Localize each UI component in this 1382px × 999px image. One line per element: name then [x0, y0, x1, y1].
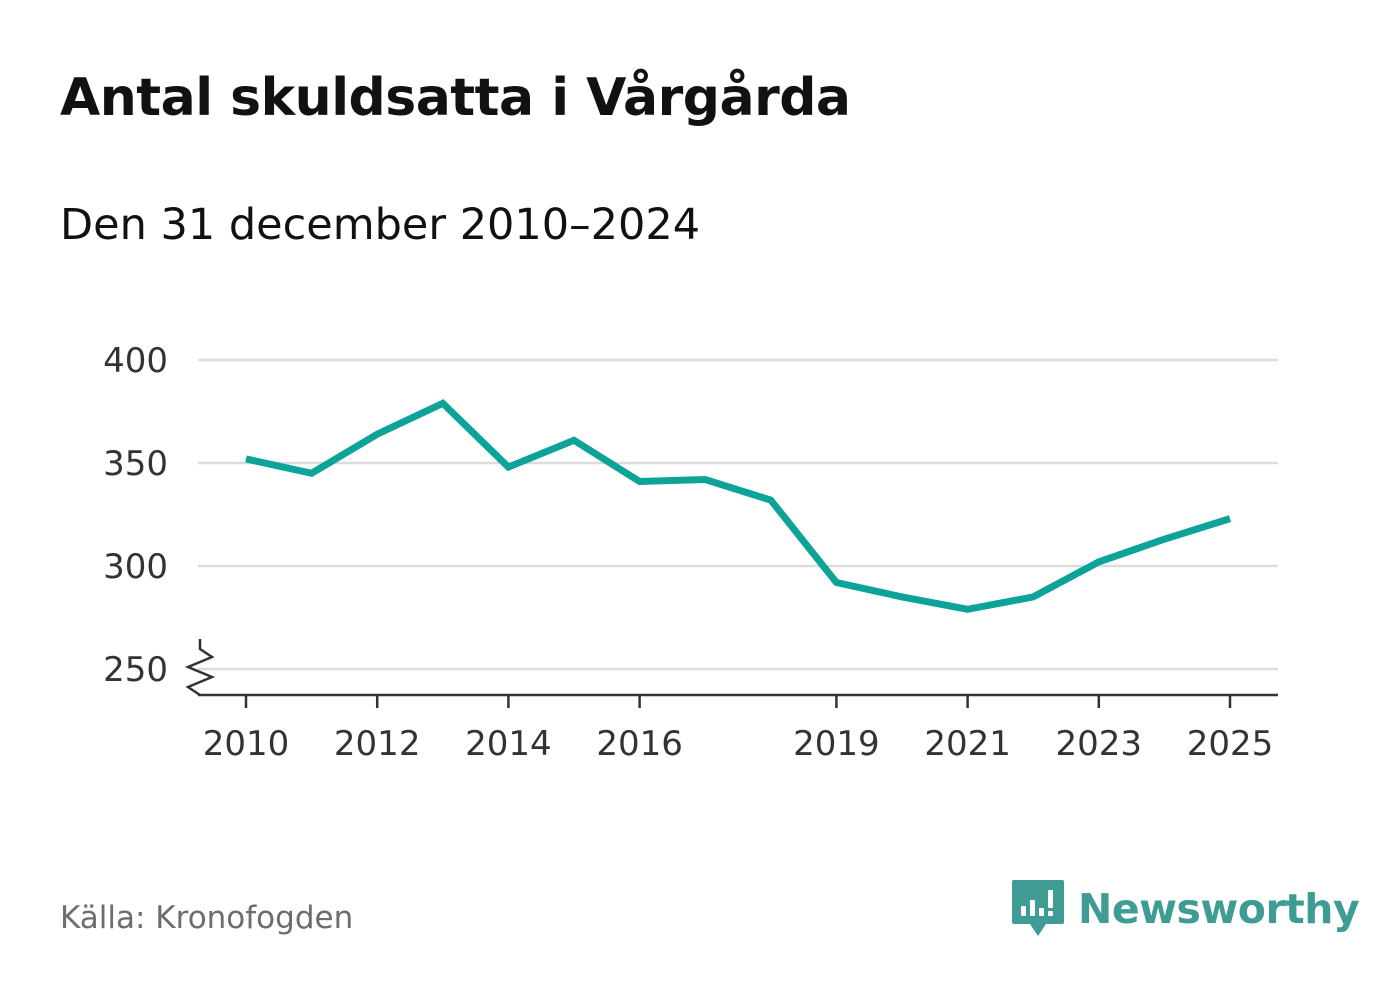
x-tick-label: 2010	[203, 724, 290, 764]
x-tick-label: 2012	[334, 724, 421, 764]
x-tick-label: 2021	[924, 724, 1011, 764]
x-tick-label: 2025	[1187, 724, 1274, 764]
chart-title: Antal skuldsatta i Vårgårda	[60, 68, 851, 128]
x-tick-label: 2016	[596, 724, 683, 764]
x-axis	[184, 639, 1278, 708]
y-tick-label: 400	[103, 341, 168, 381]
brand-name: Newsworthy	[1078, 885, 1360, 933]
y-axis-labels: 400 350 300 250	[103, 341, 168, 690]
newsworthy-logo-icon	[1012, 880, 1064, 936]
x-tick-label: 2023	[1056, 724, 1143, 764]
y-tick-label: 350	[103, 444, 168, 484]
y-tick-label: 250	[103, 650, 168, 690]
x-axis-labels: 2010 2012 2014 2016 2019 2021 2023 2025	[203, 724, 1274, 764]
x-tick-label: 2019	[793, 724, 880, 764]
series-line	[245, 399, 1232, 613]
axis-break-mark	[184, 639, 216, 697]
gridlines	[198, 358, 1278, 671]
x-tick-label: 2014	[465, 724, 552, 764]
chart-subtitle: Den 31 december 2010–2024	[60, 200, 701, 250]
brand-logo: Newsworthy	[1010, 878, 1360, 940]
data-series	[245, 399, 1232, 613]
source-note: Källa: Kronofogden	[60, 900, 354, 936]
y-tick-label: 300	[103, 547, 168, 587]
